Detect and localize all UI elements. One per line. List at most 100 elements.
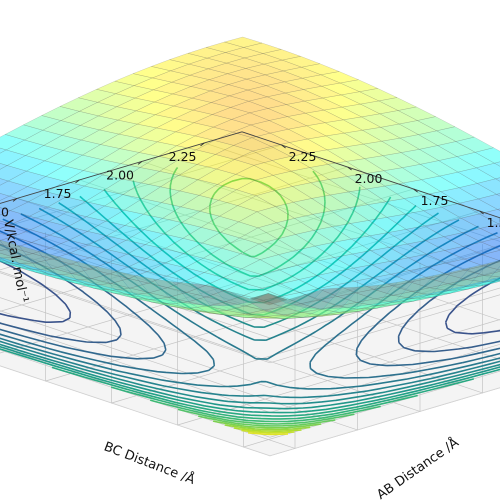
gridline — [0, 166, 348, 271]
surface-patch — [0, 236, 33, 249]
surface-patch — [142, 202, 182, 219]
surface-patch — [171, 300, 210, 314]
surface-patch — [113, 288, 152, 303]
surface-patch — [17, 244, 57, 275]
surface-patch — [435, 126, 475, 142]
surface-patch — [0, 220, 13, 229]
surface-patch — [337, 292, 375, 303]
surface-patch — [266, 302, 306, 317]
surface-patch — [168, 292, 207, 303]
surface-patch — [135, 101, 175, 115]
surface-patch — [10, 215, 50, 231]
surface-patch — [334, 267, 374, 282]
surface-patch — [62, 139, 102, 156]
surface-patch — [268, 293, 306, 304]
surface-patch — [429, 283, 468, 291]
surface-patch — [88, 249, 128, 263]
surface-patch — [133, 77, 173, 91]
surface-patch — [340, 303, 378, 315]
surface-patch — [342, 116, 382, 131]
surface-patch — [126, 244, 166, 259]
surface-patch — [457, 167, 497, 184]
surface-patch — [458, 183, 498, 200]
surface-patch — [149, 287, 188, 298]
contour-level — [177, 408, 355, 425]
surface-patch — [292, 198, 332, 215]
surface-patch — [360, 113, 400, 128]
surface-patch — [98, 119, 138, 135]
surface-patch — [384, 182, 424, 199]
surface-patch — [324, 119, 364, 134]
gridline — [0, 297, 500, 388]
surface-patch — [91, 273, 130, 284]
surface-patch — [343, 129, 383, 145]
surface-patch — [215, 159, 255, 175]
surface-patch — [210, 285, 250, 306]
y-tick-mark — [413, 188, 418, 193]
surface-patch — [261, 283, 301, 297]
surface-patch — [75, 260, 115, 290]
surface-patch — [146, 262, 186, 277]
surface-patch — [283, 77, 323, 90]
surface-patch — [155, 118, 195, 133]
surface-patch — [315, 257, 355, 272]
surface-patch — [368, 232, 409, 248]
surface-patch — [17, 262, 56, 279]
surface-patch — [59, 97, 99, 112]
contour-level — [0, 218, 500, 379]
surface-patch — [301, 308, 340, 316]
surface-patch — [228, 301, 269, 316]
surface-patch — [460, 213, 500, 229]
surface-patch — [214, 145, 254, 160]
surface-patch — [34, 268, 73, 276]
surface-patch — [56, 255, 96, 285]
surface-patch — [272, 170, 312, 187]
surface-patch — [156, 131, 196, 146]
surface-patch — [359, 100, 399, 115]
surface-patch — [392, 281, 430, 292]
surface-patch — [108, 253, 148, 268]
surface-patch — [77, 89, 117, 103]
surface-patch — [238, 211, 277, 229]
surface-patch — [335, 280, 375, 294]
surface-patch — [192, 102, 232, 115]
contour-level — [0, 260, 500, 335]
surface-patch — [446, 269, 485, 280]
surface-patch — [258, 238, 298, 255]
surface-patch — [247, 311, 286, 319]
surface-patch — [306, 135, 347, 151]
surface-patch — [237, 195, 276, 212]
surface-patch — [60, 111, 100, 126]
surface-patch — [227, 78, 268, 91]
surface-patch — [375, 300, 414, 306]
surface-patch — [152, 81, 192, 95]
surface-patch — [455, 136, 495, 153]
surface-patch — [386, 213, 426, 230]
surface-patch — [145, 248, 185, 264]
surface-patch — [128, 271, 168, 284]
surface-patch — [439, 171, 478, 188]
surface-patch — [424, 236, 464, 251]
surface-patch — [108, 266, 149, 279]
surface-patch — [110, 278, 149, 289]
surface-patch — [11, 229, 51, 243]
contour-level — [0, 207, 500, 399]
surface-patch — [382, 152, 422, 168]
surface-patch — [479, 223, 500, 238]
x-tick-mark — [137, 161, 143, 165]
surface-patch — [420, 175, 460, 192]
surface-patch — [35, 272, 74, 281]
surface-patch — [323, 106, 363, 121]
surface-patch — [279, 279, 319, 293]
y-axis-line — [241, 131, 500, 219]
surface-patch — [330, 207, 370, 224]
surface-patch — [114, 270, 154, 298]
surface-patch — [351, 250, 391, 265]
surface-patch — [170, 306, 209, 313]
surface-patch — [15, 262, 54, 270]
gridline — [45, 232, 500, 382]
surface-patch — [73, 278, 111, 286]
surface-patch — [141, 186, 181, 203]
gridline — [0, 144, 282, 229]
